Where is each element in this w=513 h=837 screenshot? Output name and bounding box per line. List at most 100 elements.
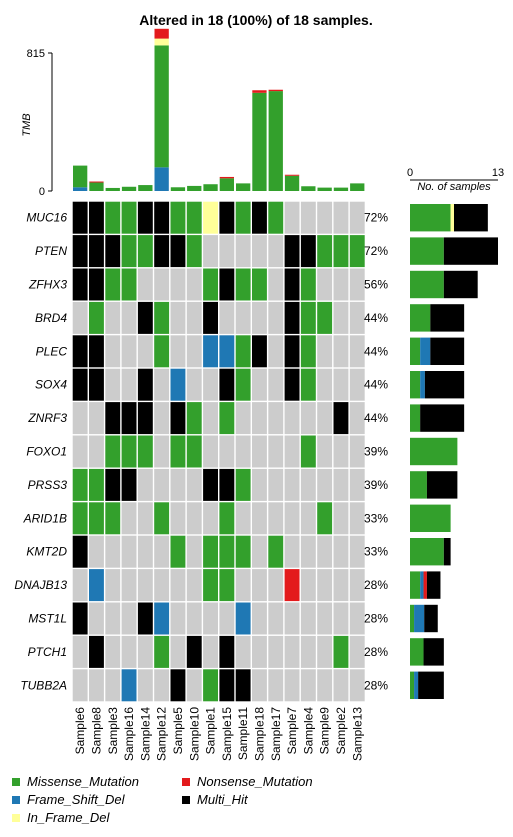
cell-PRSS3-Sample15 (219, 468, 235, 501)
sample-label: Sample1 (204, 707, 218, 755)
cell-DNAJB13-Sample9 (317, 569, 333, 602)
cell-ARID1B-Sample12 (154, 502, 170, 535)
legend-swatch-frameshift (12, 796, 20, 804)
cell-FOXO1-Sample17 (268, 435, 284, 468)
side-bar-missense (410, 638, 424, 666)
chart-title: Altered in 18 (100%) of 18 samples. (139, 12, 372, 28)
cell-FOXO1-Sample2 (333, 435, 349, 468)
cell-ARID1B-Sample17 (268, 502, 284, 535)
side-bar-frameshift (420, 337, 431, 365)
gene-label: MST1L (28, 612, 67, 626)
cell-BRD4-Sample15 (219, 301, 235, 334)
cell-MST1L-Sample13 (349, 602, 365, 635)
sample-label: Sample9 (318, 707, 332, 755)
cell-BRD4-Sample4 (300, 301, 316, 334)
side-axis: 0 13 No. of samples (407, 167, 504, 193)
tmb-bar-frameshift (73, 187, 88, 191)
cell-TUBB2A-Sample12 (154, 669, 170, 702)
cell-ARID1B-Sample2 (333, 502, 349, 535)
gene-label: SOX4 (35, 378, 67, 392)
side-bar-multihit (430, 304, 465, 332)
cell-KMT2D-Sample8 (89, 535, 104, 568)
cell-ZFHX3-Sample5 (170, 268, 186, 301)
tmb-bar-missense (73, 165, 88, 188)
cell-PRSS3-Sample5 (170, 468, 186, 501)
cell-FOXO1-Sample18 (252, 435, 267, 468)
cell-PTEN-Sample12 (154, 235, 170, 268)
cell-SOX4-Sample17 (268, 368, 284, 401)
cell-ARID1B-Sample5 (170, 502, 186, 535)
cell-MUC16-Sample15 (219, 201, 235, 234)
percent-label: 39% (364, 445, 388, 459)
cell-ZNRF3-Sample14 (137, 402, 153, 435)
side-bar-multihit (424, 371, 465, 399)
cell-PLEC-Sample4 (300, 335, 316, 368)
cell-DNAJB13-Sample18 (252, 569, 267, 602)
cell-DNAJB13-Sample13 (349, 569, 365, 602)
cell-MST1L-Sample18 (252, 602, 267, 635)
cell-MUC16-Sample11 (235, 201, 251, 234)
side-bar-missense (410, 671, 415, 699)
percent-label: 28% (364, 678, 388, 692)
cell-MST1L-Sample14 (137, 602, 153, 635)
legend-swatch-nonsense (182, 778, 190, 786)
cell-PLEC-Sample10 (186, 335, 202, 368)
tmb-bar-nonsense (268, 89, 283, 92)
side-bar-multihit (418, 671, 444, 699)
cell-SOX4-Sample9 (317, 368, 333, 401)
cell-PRSS3-Sample11 (235, 468, 251, 501)
percent-label: 72% (364, 244, 388, 258)
cell-MST1L-Sample17 (268, 602, 284, 635)
cell-ARID1B-Sample10 (186, 502, 202, 535)
cell-ZFHX3-Sample9 (317, 268, 333, 301)
tmb-axis-min-label: 0 (39, 186, 45, 198)
tmb-bar-missense (170, 187, 186, 191)
cell-ARID1B-Sample13 (349, 502, 365, 535)
cell-SOX4-Sample7 (284, 368, 300, 401)
cell-FOXO1-Sample13 (349, 435, 365, 468)
tmb-bar-missense (187, 185, 202, 191)
cell-FOXO1-Sample16 (121, 435, 137, 468)
tmb-bar-nonsense (154, 28, 169, 39)
side-bar-missense (410, 237, 444, 265)
tmb-bar-missense (121, 186, 137, 191)
cell-PRSS3-Sample3 (105, 468, 121, 501)
cell-ZFHX3-Sample15 (219, 268, 235, 301)
legend: Missense_Mutation Nonsense_Mutation Frame_… (12, 774, 313, 825)
cell-FOXO1-Sample15 (219, 435, 235, 468)
legend-swatch-multihit (182, 796, 190, 804)
sample-label: Sample8 (89, 707, 103, 755)
cell-SOX4-Sample12 (154, 368, 170, 401)
side-bar-missense (410, 471, 427, 499)
cell-TUBB2A-Sample17 (268, 669, 284, 702)
side-bar-missense (410, 404, 421, 432)
cell-BRD4-Sample9 (317, 301, 333, 334)
tmb-axis: 815 0 TMB (21, 48, 53, 198)
tmb-bar-missense (203, 184, 218, 191)
cell-TUBB2A-Sample2 (333, 669, 349, 702)
side-bar-nonsense (423, 571, 427, 599)
cell-MUC16-Sample14 (137, 201, 153, 234)
gene-label: DNAJB13 (14, 578, 67, 592)
gene-label: PRSS3 (28, 478, 68, 492)
tmb-bar-missense (89, 182, 104, 191)
cell-ZFHX3-Sample8 (89, 268, 104, 301)
cell-MST1L-Sample10 (186, 602, 202, 635)
sample-label: Sample13 (350, 707, 364, 761)
legend-swatch-inframe (12, 814, 20, 822)
percent-label: 56% (364, 278, 388, 292)
cell-ARID1B-Sample6 (72, 502, 88, 535)
cell-FOXO1-Sample10 (186, 435, 202, 468)
tmb-bar-missense (154, 45, 169, 168)
cell-PTEN-Sample13 (349, 235, 365, 268)
sample-label: Sample14 (138, 707, 152, 761)
cell-SOX4-Sample2 (333, 368, 349, 401)
cell-TUBB2A-Sample16 (121, 669, 137, 702)
gene-label: PTEN (35, 244, 67, 258)
cell-MST1L-Sample11 (235, 602, 251, 635)
cell-ARID1B-Sample9 (317, 502, 333, 535)
side-bar-multihit (426, 571, 441, 599)
gene-label: MUC16 (26, 211, 67, 225)
cell-PLEC-Sample13 (349, 335, 365, 368)
cell-TUBB2A-Sample4 (300, 669, 316, 702)
